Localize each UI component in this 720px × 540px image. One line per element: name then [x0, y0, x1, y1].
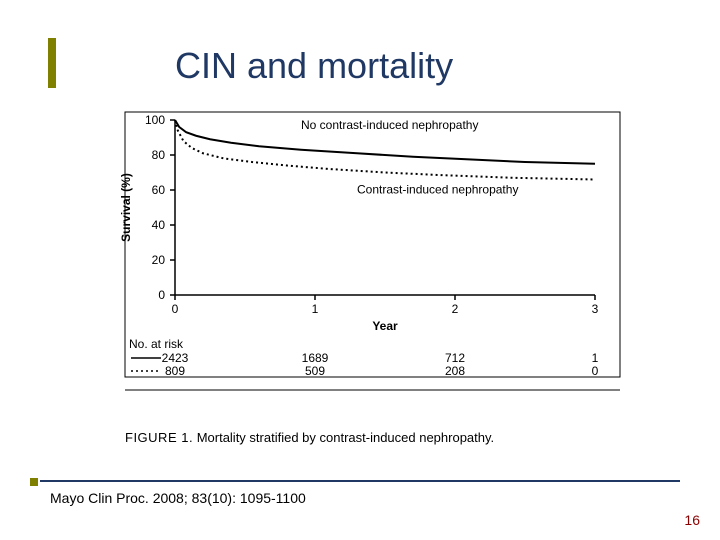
svg-text:1689: 1689 [302, 351, 329, 365]
svg-text:60: 60 [152, 183, 166, 197]
caption-prefix: FIGURE 1. [125, 430, 193, 445]
divider-line [40, 480, 680, 482]
citation-text: Mayo Clin Proc. 2008; 83(10): 1095-1100 [50, 490, 306, 506]
svg-text:80: 80 [152, 148, 166, 162]
svg-text:No contrast-induced nephropath: No contrast-induced nephropathy [301, 118, 478, 132]
caption-text: Mortality stratified by contrast-induced… [193, 430, 494, 445]
svg-text:1: 1 [312, 302, 319, 316]
svg-text:0: 0 [592, 364, 599, 378]
svg-text:0: 0 [172, 302, 179, 316]
svg-text:40: 40 [152, 218, 166, 232]
svg-text:3: 3 [592, 302, 599, 316]
svg-text:Contrast-induced nephropathy: Contrast-induced nephropathy [357, 183, 518, 197]
accent-top [48, 38, 56, 88]
svg-text:Survival (%): Survival (%) [119, 173, 133, 242]
svg-text:509: 509 [305, 364, 325, 378]
slide: { "slide": { "title": "CIN and mortality… [0, 0, 720, 540]
accent-bottom [30, 478, 38, 486]
svg-text:Year: Year [372, 319, 398, 333]
svg-text:0: 0 [158, 288, 165, 302]
slide-title: CIN and mortality [175, 45, 453, 87]
survival-chart: 0204060801000123Survival (%)YearNo contr… [95, 110, 635, 450]
svg-text:No. at risk: No. at risk [129, 337, 184, 351]
svg-text:809: 809 [165, 364, 185, 378]
svg-text:20: 20 [152, 253, 166, 267]
svg-text:2423: 2423 [162, 351, 189, 365]
svg-text:2: 2 [452, 302, 459, 316]
page-number: 16 [684, 512, 700, 528]
svg-text:208: 208 [445, 364, 465, 378]
svg-text:1: 1 [592, 351, 599, 365]
svg-text:100: 100 [145, 113, 165, 127]
figure-caption: FIGURE 1. Mortality stratified by contra… [125, 430, 494, 445]
svg-text:712: 712 [445, 351, 465, 365]
